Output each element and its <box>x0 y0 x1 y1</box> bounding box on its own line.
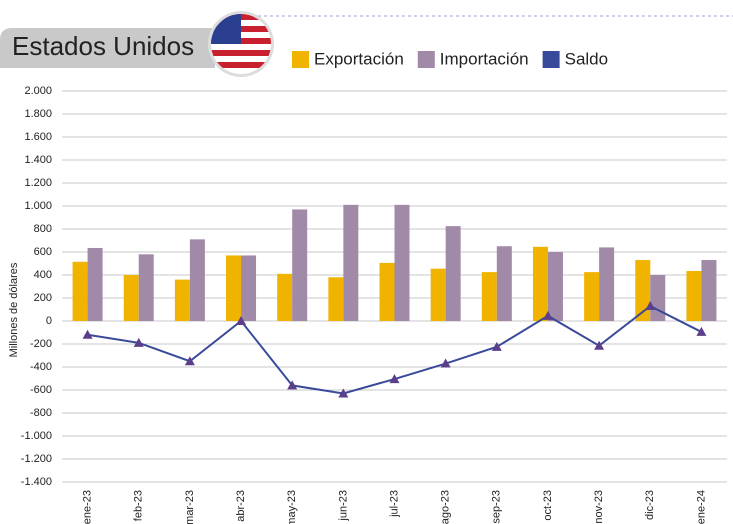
legend-label: Saldo <box>565 49 608 68</box>
bar <box>650 275 666 321</box>
title-tab <box>0 28 215 68</box>
x-tick-label: jul-23 <box>388 490 400 518</box>
bar <box>635 260 651 321</box>
y-tick-label: -1.000 <box>21 430 52 442</box>
x-tick-label: jun-23 <box>337 490 349 522</box>
y-tick-label: -800 <box>30 407 52 419</box>
y-tick-label: 0 <box>46 315 52 327</box>
legend-label: Importación <box>440 49 529 68</box>
bar <box>701 260 717 321</box>
bar <box>123 275 139 321</box>
y-tick-label: 1.600 <box>24 131 52 143</box>
bar <box>241 255 257 321</box>
y-tick-label: 2.000 <box>24 85 52 97</box>
marker <box>184 356 195 366</box>
bar <box>343 204 359 321</box>
marker <box>491 341 502 351</box>
x-tick-label: dic-23 <box>644 490 656 520</box>
x-tick-label: sep-23 <box>491 490 503 524</box>
bar <box>394 204 410 321</box>
marker <box>133 337 144 347</box>
x-tick-label: ene-24 <box>695 490 707 524</box>
marker <box>236 316 247 325</box>
legend-swatch <box>292 51 309 68</box>
legend-swatch <box>417 51 435 68</box>
x-tick-label: abr-23 <box>235 490 247 522</box>
bar <box>72 261 88 321</box>
legend-swatch <box>542 51 560 68</box>
bar <box>496 246 512 321</box>
bar <box>481 272 497 321</box>
marker <box>82 329 93 339</box>
flag <box>208 11 274 77</box>
x-tick-label: ene-23 <box>81 490 93 524</box>
y-tick-label: 200 <box>34 292 52 304</box>
bar <box>87 247 103 321</box>
marker <box>287 380 298 390</box>
y-tick-label: 600 <box>34 246 52 258</box>
bar <box>532 246 548 321</box>
x-tick-label: nov-23 <box>593 490 605 524</box>
y-tick-label: -400 <box>30 361 52 373</box>
bar <box>547 252 563 321</box>
bar <box>379 262 395 321</box>
y-axis-title: Millones de dólares <box>8 262 20 357</box>
bar <box>138 254 154 321</box>
y-tick-label: -1.400 <box>21 476 52 488</box>
bar <box>584 272 600 321</box>
legend-label: Exportación <box>314 49 404 68</box>
y-tick-label: -200 <box>30 338 52 350</box>
x-tick-label: feb-23 <box>133 490 145 521</box>
x-tick-label: may-23 <box>286 490 298 524</box>
chart-title: Estados Unidos <box>12 31 194 61</box>
marker <box>440 358 451 368</box>
bar <box>292 209 308 321</box>
y-tick-label: 400 <box>34 269 52 281</box>
bar <box>686 270 702 321</box>
y-tick-label: 1.200 <box>24 177 52 189</box>
x-tick-label: mar-23 <box>184 490 196 524</box>
y-tick-label: 1.400 <box>24 154 52 166</box>
y-tick-label: -600 <box>30 384 52 396</box>
bar <box>328 277 344 321</box>
marker <box>696 326 707 336</box>
x-tick-label: ago-23 <box>440 490 452 524</box>
marker <box>594 340 605 350</box>
marker <box>542 310 553 320</box>
bar <box>599 247 615 321</box>
x-tick-label: oct-23 <box>542 490 554 521</box>
bar <box>226 255 242 321</box>
bar <box>277 273 293 321</box>
marker <box>645 301 656 311</box>
y-tick-label: -1.200 <box>21 453 52 465</box>
bar <box>430 268 446 321</box>
y-tick-label: 800 <box>34 223 52 235</box>
marker <box>389 374 400 384</box>
bar <box>189 239 205 321</box>
bar <box>445 226 461 321</box>
y-tick-label: 1.800 <box>24 108 52 120</box>
y-tick-label: 1.000 <box>24 200 52 212</box>
marker <box>338 388 349 398</box>
bar <box>174 279 190 321</box>
